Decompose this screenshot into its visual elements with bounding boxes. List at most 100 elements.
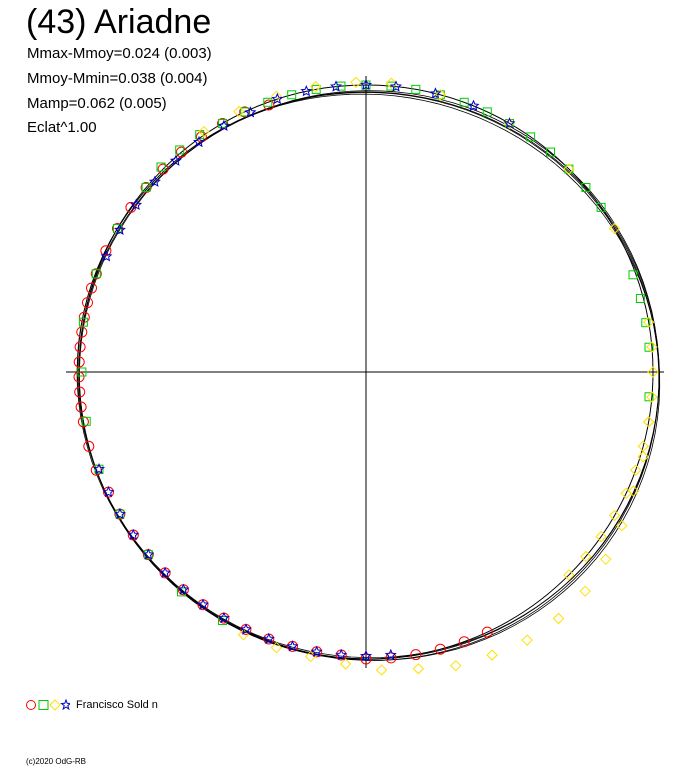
data-point-circle: [385, 652, 397, 664]
data-point-diamond: [642, 316, 655, 328]
data-point-circle: [90, 268, 102, 280]
data-point-diamond: [233, 105, 245, 118]
stat-mmax-mmoy: Mmax-Mmoy=0.024 (0.003): [27, 45, 212, 62]
data-point-star: [429, 87, 442, 99]
data-point-square: [141, 183, 151, 192]
data-point-star: [329, 80, 343, 92]
data-point-star: [389, 80, 403, 92]
data-point-square: [628, 270, 638, 280]
data-point-star: [503, 117, 516, 129]
data-point-square: [77, 367, 87, 377]
data-point-square: [81, 416, 91, 426]
data-point-square: [644, 342, 654, 352]
data-point-square: [482, 107, 492, 117]
data-point-star: [310, 645, 323, 657]
data-point-square: [218, 119, 227, 128]
chart-title: (43) Ariadne: [26, 3, 212, 41]
data-point-diamond: [486, 649, 498, 661]
data-point-star: [262, 632, 275, 645]
data-point-square: [156, 162, 166, 172]
data-point-diamond: [642, 416, 655, 428]
data-point-star: [159, 566, 171, 579]
data-point-star: [142, 548, 155, 560]
legend-square-marker: [38, 700, 49, 710]
data-point-diamond: [450, 659, 462, 672]
data-point-circle: [74, 386, 86, 398]
data-points: [73, 76, 659, 676]
data-point-diamond: [350, 76, 362, 89]
data-point-star: [177, 583, 190, 595]
data-point-square: [546, 147, 555, 157]
data-point-star: [169, 154, 182, 166]
data-point-diamond: [616, 520, 628, 532]
data-point-star: [300, 85, 313, 97]
data-point-diamond: [198, 125, 210, 138]
data-point-circle: [83, 440, 95, 452]
data-point-star: [240, 623, 252, 635]
stat-eclat: Eclat^1.00: [27, 119, 97, 136]
data-point-diamond: [637, 451, 649, 463]
data-point-star: [127, 528, 140, 541]
data-point-square: [644, 392, 654, 402]
data-point-square: [336, 81, 346, 91]
data-point-square: [411, 84, 421, 94]
data-point-diamond: [647, 366, 659, 378]
data-point-star: [197, 598, 210, 610]
data-point-star: [192, 135, 205, 148]
legend-circle-marker: [26, 700, 36, 710]
data-point-square: [263, 97, 273, 107]
data-point-diamond: [595, 530, 607, 543]
data-point-diamond: [629, 464, 642, 476]
data-point-circle: [195, 131, 207, 143]
data-point-square: [641, 318, 651, 328]
data-point-diamond: [580, 550, 592, 563]
data-point-square: [564, 164, 574, 174]
data-point-circle: [76, 326, 88, 338]
data-point-diamond: [646, 341, 658, 353]
data-point-star: [148, 175, 161, 187]
data-point-diamond: [600, 553, 612, 566]
data-point-square: [91, 269, 101, 279]
data-point-star: [102, 485, 115, 498]
data-point-diamond: [563, 163, 575, 175]
data-point-circle: [458, 636, 470, 648]
data-point-square: [596, 202, 606, 212]
data-point-square: [240, 107, 250, 117]
data-point-star: [100, 250, 113, 262]
data-point-circle: [239, 106, 251, 118]
data-point-square: [78, 317, 88, 327]
data-point-circle: [78, 311, 90, 323]
data-point-diamond: [309, 80, 322, 93]
data-point-star: [218, 611, 230, 624]
data-point-diamond: [385, 77, 397, 89]
data-point-star: [130, 198, 143, 211]
legend-star-marker: [60, 698, 70, 711]
data-point-diamond: [646, 391, 658, 403]
data-point-star: [286, 640, 299, 652]
data-point-circle: [481, 626, 493, 638]
data-point-diamond: [412, 663, 425, 675]
legend: Francisco Sold n: [24, 697, 158, 713]
data-point-star: [113, 223, 126, 236]
data-point-star: [244, 106, 257, 118]
data-point-diamond: [375, 664, 388, 676]
legend-markers: [26, 698, 70, 711]
data-point-star: [92, 462, 106, 475]
data-point-circle: [176, 146, 187, 158]
stat-mmoy-mmin: Mmoy-Mmin=0.038 (0.004): [27, 70, 208, 87]
data-point-circle: [410, 649, 422, 661]
data-point-square: [459, 97, 469, 107]
data-point-star: [384, 648, 397, 661]
data-point-circle: [74, 341, 86, 353]
data-point-square: [635, 294, 645, 303]
data-point-diamond: [608, 222, 621, 235]
data-point-circle: [360, 653, 372, 665]
data-point-star: [217, 119, 230, 132]
data-point-circle: [73, 356, 85, 368]
data-point-circle: [157, 163, 169, 175]
data-point-circle: [140, 182, 152, 193]
data-point-diamond: [608, 509, 621, 522]
data-point-circle: [82, 297, 93, 309]
data-point-square: [526, 132, 536, 142]
